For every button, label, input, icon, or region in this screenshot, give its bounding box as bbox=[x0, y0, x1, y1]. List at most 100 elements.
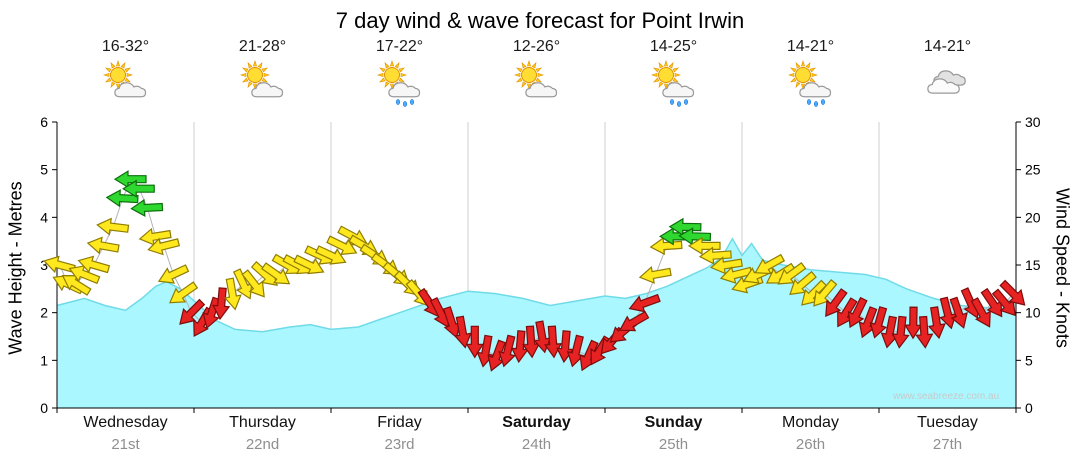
weather-icon-cloudy bbox=[922, 60, 974, 113]
day-date: 23rd bbox=[384, 436, 415, 453]
left-tick-label: 0 bbox=[40, 400, 48, 416]
day-headers: 16-32° 21-28° 17-22° 12-26° 14-25° 14-21° 14-2… bbox=[57, 38, 1016, 113]
day-header-friday: 17-22° bbox=[331, 38, 468, 113]
day-label-wednesday: Wednesday 21st bbox=[57, 414, 194, 453]
sun-icon bbox=[513, 60, 544, 90]
day-header-monday: 14-21° bbox=[742, 38, 879, 113]
wind-arrow-icon bbox=[315, 245, 347, 265]
wind-arrow-icon bbox=[915, 315, 934, 349]
right-tick-label: 15 bbox=[1025, 257, 1041, 273]
cloud-icon bbox=[926, 78, 960, 94]
watermark: www.seabreeze.com.au bbox=[893, 391, 1000, 402]
wind-arrow-icon bbox=[122, 179, 155, 198]
wind-arrow-icon bbox=[649, 237, 683, 256]
day-header-tuesday: 14-21° bbox=[879, 38, 1016, 113]
wind-arrow-icon bbox=[668, 217, 702, 236]
right-tick-label: 0 bbox=[1025, 400, 1033, 416]
day-header-wednesday: 16-32° bbox=[57, 38, 194, 113]
cloud-icon bbox=[798, 82, 831, 98]
left-tick-label: 3 bbox=[40, 257, 48, 273]
cloud-icon bbox=[387, 82, 420, 98]
rain-drops-icon bbox=[395, 99, 414, 107]
wind-arrow-icon bbox=[96, 217, 130, 236]
temperature-range: 17-22° bbox=[375, 38, 424, 55]
day-date: 24th bbox=[521, 436, 552, 453]
wind-arrow-icon bbox=[719, 266, 753, 284]
right-tick-label: 5 bbox=[1025, 352, 1033, 368]
wind-arrow-icon bbox=[801, 279, 828, 306]
temperature-range: 12-26° bbox=[512, 38, 561, 55]
left-tick-label: 2 bbox=[40, 305, 48, 321]
left-tick-label: 1 bbox=[40, 352, 48, 368]
right-tick-label: 20 bbox=[1025, 209, 1041, 225]
wind-arrow-icon bbox=[837, 297, 858, 328]
cloud-icon bbox=[250, 82, 283, 98]
weather-icon-partly-cloudy bbox=[237, 60, 289, 113]
wind-arrow-icon bbox=[465, 325, 484, 359]
weather-icon-partly-cloudy-rain bbox=[785, 60, 837, 113]
wind-arrow-icon bbox=[179, 298, 206, 325]
wind-arrow-icon bbox=[999, 279, 1026, 306]
weather-icon-partly-cloudy bbox=[100, 60, 152, 113]
wind-arrow-icon bbox=[709, 256, 743, 275]
day-label-saturday: Saturday 24th bbox=[468, 414, 605, 453]
rain-drops-icon bbox=[669, 99, 688, 107]
day-date: 21st bbox=[111, 436, 140, 453]
wind-arrow-icon bbox=[939, 296, 957, 330]
wind-arrow-icon bbox=[86, 236, 120, 255]
temperature-range: 21-28° bbox=[238, 38, 287, 55]
wind-arrow-icon bbox=[212, 287, 231, 321]
day-label-monday: Monday 26th bbox=[742, 414, 879, 453]
weather-icon-partly-cloudy bbox=[511, 60, 563, 113]
rain-drops-icon bbox=[806, 99, 825, 107]
wind-arrow-icon bbox=[904, 306, 923, 340]
weather-icon-partly-cloudy-rain bbox=[374, 60, 426, 113]
wind-arrow-icon bbox=[869, 306, 888, 339]
temperature-range: 14-21° bbox=[923, 38, 972, 55]
right-tick-label: 30 bbox=[1025, 114, 1041, 130]
day-label-tuesday: Tuesday 27th bbox=[879, 414, 1016, 453]
wind-arrow-icon bbox=[687, 236, 721, 255]
wind-arrow-icon bbox=[949, 296, 968, 329]
wind-arrow-icon bbox=[777, 262, 807, 285]
wind-arrow-icon bbox=[43, 255, 76, 274]
day-name: Thursday bbox=[229, 414, 296, 431]
temperature-range: 16-32° bbox=[101, 38, 150, 55]
wind-arrow-icon bbox=[223, 277, 242, 311]
wind-arrow-icon bbox=[638, 265, 672, 284]
wind-arrow-icon bbox=[442, 306, 461, 339]
wind-arrow-icon bbox=[498, 334, 516, 368]
day-label-friday: Friday 23rd bbox=[331, 414, 468, 453]
wind-arrow-icon bbox=[789, 270, 817, 296]
wind-arrow-icon bbox=[241, 269, 265, 298]
day-name: Wednesday bbox=[83, 414, 168, 431]
wind-arrow-icon bbox=[147, 237, 181, 256]
wind-arrow-icon bbox=[754, 253, 786, 275]
wind-arrow-icon bbox=[510, 330, 529, 364]
wind-arrow-icon bbox=[991, 288, 1017, 317]
right-tick-label: 25 bbox=[1025, 162, 1041, 178]
day-name: Tuesday bbox=[917, 414, 978, 431]
day-name: Sunday bbox=[644, 414, 703, 431]
wind-arrow-icon bbox=[487, 339, 506, 372]
temperature-range: 14-21° bbox=[786, 38, 835, 55]
page-title: 7 day wind & wave forecast for Point Irw… bbox=[335, 8, 745, 33]
wind-arrow-icon bbox=[232, 268, 253, 300]
day-date: 22nd bbox=[245, 436, 280, 453]
cloud-icon bbox=[113, 82, 146, 98]
sun-icon bbox=[787, 60, 818, 90]
wind-arrow-icon bbox=[168, 281, 199, 304]
day-name: Monday bbox=[782, 414, 839, 431]
day-date: 27th bbox=[932, 436, 963, 453]
left-tick-label: 5 bbox=[40, 162, 48, 178]
day-date: 26th bbox=[795, 436, 826, 453]
wind-arrow-icon bbox=[927, 306, 946, 340]
wind-arrow-icon bbox=[261, 262, 291, 285]
wind-arrow-icon bbox=[138, 227, 172, 246]
day-header-saturday: 12-26° bbox=[468, 38, 605, 113]
wind-arrow-icon bbox=[847, 296, 868, 329]
cloud-icon bbox=[524, 82, 557, 98]
day-name: Saturday bbox=[502, 414, 571, 431]
